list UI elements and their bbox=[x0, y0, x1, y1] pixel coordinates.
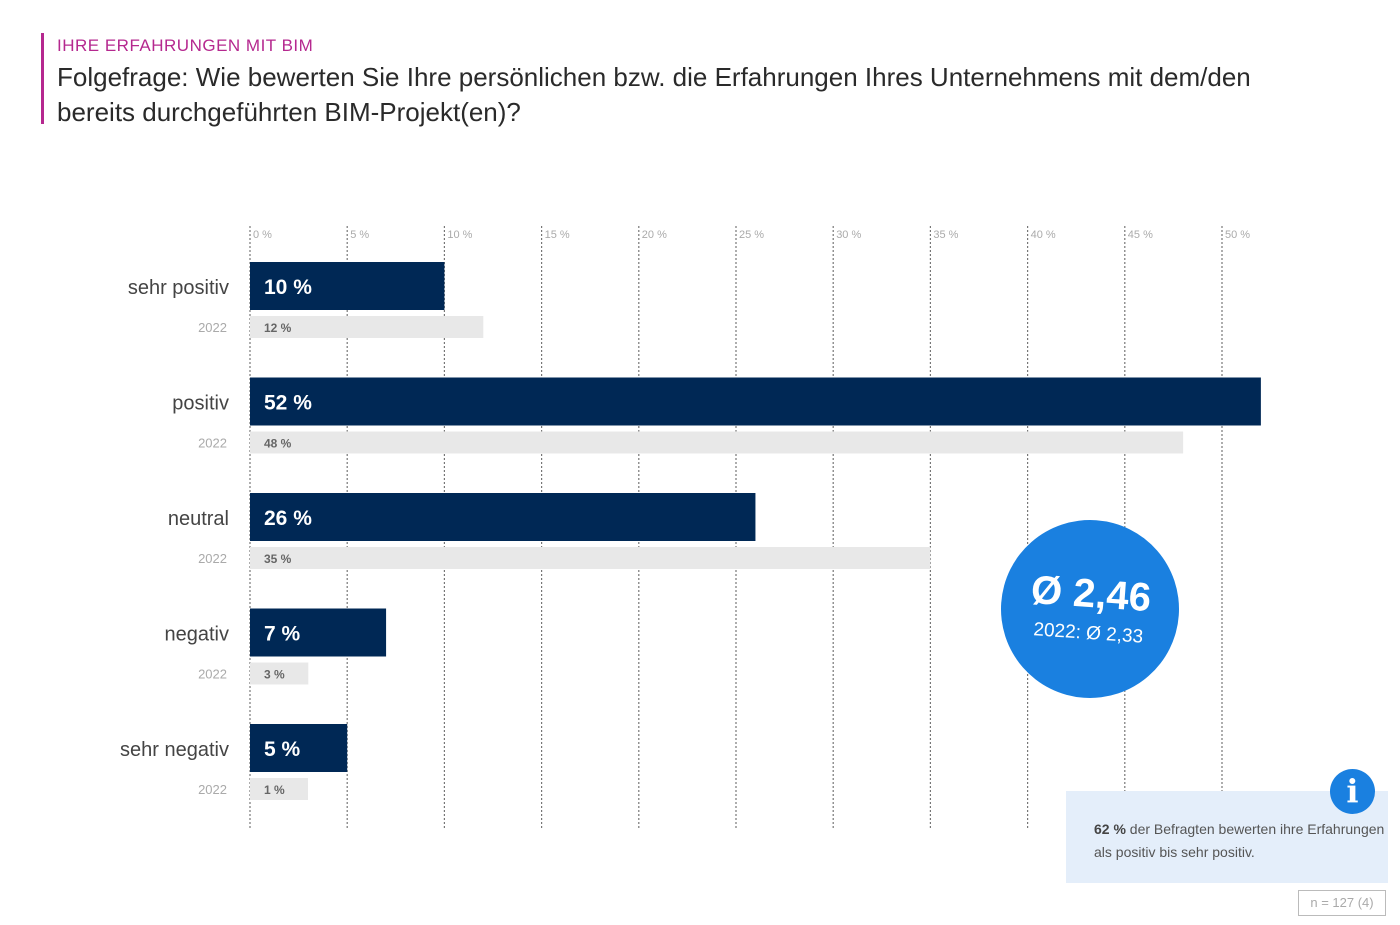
category-label: sehr positiv bbox=[128, 277, 229, 299]
average-previous: 2022: Ø 2,33 bbox=[1032, 619, 1144, 648]
x-tick-label: 30 % bbox=[836, 229, 861, 241]
category-label: negativ bbox=[165, 624, 230, 646]
series-year-label: 2022 bbox=[198, 782, 227, 797]
bar-2022 bbox=[250, 316, 484, 338]
x-tick-label: 20 % bbox=[642, 229, 667, 241]
x-tick-label: 45 % bbox=[1128, 229, 1153, 241]
section-kicker: IHRE ERFAHRUNGEN MIT BIM bbox=[57, 36, 314, 55]
category-label: sehr negativ bbox=[120, 739, 229, 761]
x-tick-label: 10 % bbox=[447, 229, 472, 241]
info-icon: i bbox=[1330, 769, 1375, 814]
bar-2022-label: 3 % bbox=[264, 668, 285, 682]
header-accent-line bbox=[41, 33, 44, 124]
x-tick-label: 15 % bbox=[545, 229, 570, 241]
series-year-label: 2022 bbox=[198, 320, 227, 335]
info-body: der Befragten bewerten ihre Erfahrungen … bbox=[1094, 821, 1385, 860]
bar-label: 10 % bbox=[264, 276, 312, 299]
x-tick-label: 35 % bbox=[933, 229, 958, 241]
info-text: 62 % der Befragten bewerten ihre Erfahru… bbox=[1094, 818, 1388, 864]
bar-2022-label: 48 % bbox=[264, 437, 292, 451]
x-tick-label: 40 % bbox=[1031, 229, 1056, 241]
series-year-label: 2022 bbox=[198, 551, 227, 566]
category-label: neutral bbox=[168, 508, 229, 530]
category-label: positiv bbox=[172, 393, 229, 415]
bar-current bbox=[250, 608, 387, 657]
bar-2022 bbox=[250, 547, 931, 569]
bar-label: 52 % bbox=[264, 392, 312, 415]
bar-2022 bbox=[250, 662, 309, 685]
bar-2022-label: 12 % bbox=[264, 321, 292, 335]
bar-current bbox=[250, 262, 445, 310]
series-year-label: 2022 bbox=[198, 436, 227, 451]
x-tick-label: 0 % bbox=[253, 229, 272, 241]
info-highlight: 62 % bbox=[1094, 821, 1126, 837]
x-tick-label: 25 % bbox=[739, 229, 764, 241]
x-tick-label: 5 % bbox=[350, 229, 369, 241]
bar-label: 7 % bbox=[264, 623, 301, 646]
bar-current bbox=[250, 493, 756, 541]
bar-label: 5 % bbox=[264, 738, 301, 761]
bar-current bbox=[250, 724, 348, 772]
bar-current bbox=[250, 377, 1261, 426]
bar-2022-label: 35 % bbox=[264, 552, 292, 566]
bar-2022 bbox=[250, 431, 1184, 454]
bar-2022 bbox=[250, 778, 308, 800]
series-year-label: 2022 bbox=[198, 667, 227, 682]
average-value: Ø 2,46 bbox=[1029, 567, 1153, 621]
info-box: 62 % der Befragten bewerten ihre Erfahru… bbox=[1066, 791, 1388, 883]
sample-size: n = 127 (4) bbox=[1298, 890, 1386, 916]
bar-2022-label: 1 % bbox=[264, 783, 285, 797]
x-tick-label: 50 % bbox=[1225, 229, 1250, 241]
page-title: Folgefrage: Wie bewerten Sie Ihre persön… bbox=[57, 62, 1251, 127]
bar-label: 26 % bbox=[264, 507, 312, 530]
